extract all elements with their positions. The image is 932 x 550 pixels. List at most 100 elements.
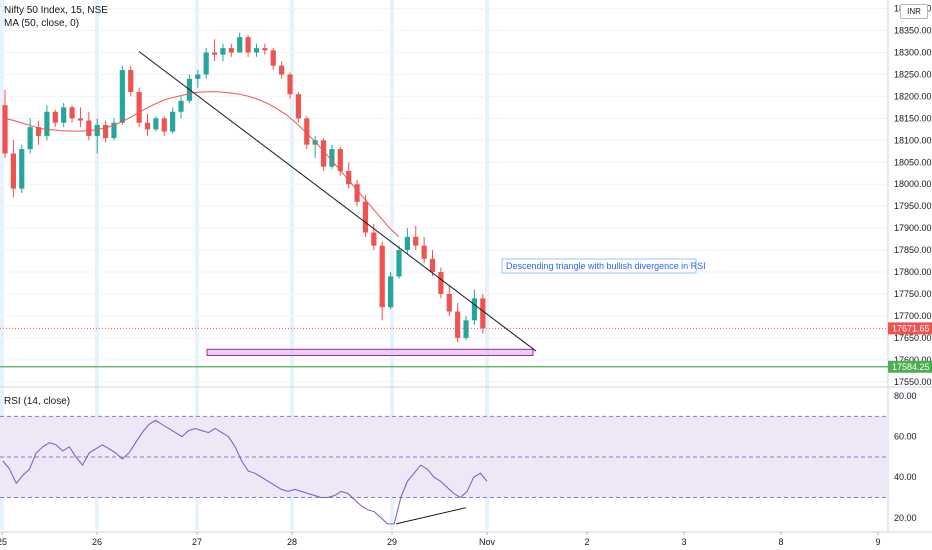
ma-50-line [4, 91, 400, 238]
candle-body [404, 236, 410, 251]
candle-body [153, 118, 159, 130]
candle-body [396, 250, 402, 277]
descending-trendline [138, 51, 537, 352]
price-tick-label: 17600.00 [894, 355, 932, 365]
session-stripe [195, 0, 199, 530]
annotation-text: Descending triangle with bullish diverge… [506, 261, 706, 271]
candle-body [421, 245, 427, 259]
candle-body [228, 48, 234, 53]
time-tick-label: 2 [584, 537, 589, 547]
price-tick-label: 17800.00 [894, 267, 932, 277]
price-tick-label: 18350.00 [894, 26, 932, 36]
candle-body [446, 293, 452, 312]
price-tick-label: 17850.00 [894, 245, 932, 255]
candle-body [52, 111, 58, 123]
rsi-divergence-line [395, 507, 467, 525]
price-tick-label: 18100.00 [894, 135, 932, 145]
candle-body [320, 140, 327, 167]
price-tick-label: 18050.00 [894, 157, 932, 167]
candle-body [429, 258, 436, 273]
candle-body [61, 107, 67, 123]
candle-body [438, 272, 444, 294]
last-price-label: 17671.65 [892, 323, 930, 333]
rsi-tick-label: 60.00 [894, 432, 917, 442]
time-tick-label: 27 [192, 537, 202, 547]
rsi-tick-label: 80.00 [894, 391, 917, 401]
candle-body [413, 236, 419, 246]
candle-body [253, 48, 260, 53]
candle-body [111, 122, 117, 139]
time-tick-label: 9 [875, 537, 880, 547]
candle-body [463, 320, 469, 338]
candle-body [203, 52, 209, 75]
candle-body [388, 276, 394, 308]
price-tick-label: 17550.00 [894, 377, 932, 387]
time-tick-label: Nov [479, 537, 496, 547]
price-tick-label: 18200.00 [894, 91, 932, 101]
candle-body [44, 111, 50, 136]
candle-body [455, 311, 461, 338]
session-stripe [390, 0, 394, 530]
candle-body [245, 37, 251, 53]
candle-body [77, 118, 84, 121]
time-tick-label: 29 [387, 537, 397, 547]
candle-body [270, 50, 276, 66]
candle-body [220, 48, 226, 55]
candle-body [19, 149, 25, 189]
candle-body [178, 100, 184, 112]
price-tick-label: 18150.00 [894, 113, 932, 123]
candle-body [295, 94, 301, 119]
candle-body [69, 107, 75, 119]
price-tick-label: 17700.00 [894, 311, 932, 321]
candle-body [237, 37, 243, 53]
candle-body [161, 118, 167, 132]
candle-body [287, 74, 293, 95]
price-tick-label: 17950.00 [894, 201, 932, 211]
rsi-line [2, 419, 488, 525]
candle-body [279, 65, 285, 75]
session-stripe [0, 0, 4, 530]
candle-body [94, 124, 100, 136]
candle-body [136, 92, 142, 123]
candle-body [102, 124, 109, 139]
price-tick-label: 17650.00 [894, 333, 932, 343]
candle-body [329, 149, 335, 167]
candle-body [144, 122, 151, 130]
candle-body [371, 232, 377, 246]
price-tick-label: 18250.00 [894, 69, 932, 79]
ma-legend: MA (50, close, 0) [4, 18, 80, 29]
price-tick-label: 17750.00 [894, 289, 932, 299]
candle-body [304, 118, 310, 145]
candle-body [119, 70, 125, 123]
session-stripe [95, 0, 99, 530]
candle-body [170, 111, 176, 132]
candle-body [262, 48, 268, 51]
time-tick-label: 28 [287, 537, 297, 547]
support-zone [206, 348, 534, 356]
candle-body [2, 105, 8, 154]
candle-body [211, 52, 218, 55]
currency-badge[interactable]: INR [900, 4, 928, 19]
price-tick-label: 18000.00 [894, 179, 932, 189]
candle-body [10, 153, 16, 189]
candle-body [480, 298, 486, 329]
annotation-box [501, 258, 697, 274]
last-price-tag [888, 322, 932, 335]
candle-body [337, 149, 343, 172]
candle-body [128, 70, 134, 93]
candle-body [86, 120, 92, 136]
session-stripe [290, 0, 294, 530]
level-price-tag [888, 360, 932, 373]
candle-body [379, 245, 385, 308]
price-tick-label: 18300.00 [894, 47, 932, 57]
candle-body [362, 201, 369, 233]
time-tick-label: 25 [0, 537, 7, 547]
price-tick-label: 17900.00 [894, 223, 932, 233]
candle-body [35, 127, 42, 136]
rsi-legend: RSI (14, close) [4, 396, 71, 407]
chart-title: Nifty 50 Index, 15, NSE [4, 5, 108, 16]
level-price-label: 17584.25 [892, 362, 930, 372]
session-stripe [485, 0, 489, 530]
candle-body [195, 74, 201, 79]
